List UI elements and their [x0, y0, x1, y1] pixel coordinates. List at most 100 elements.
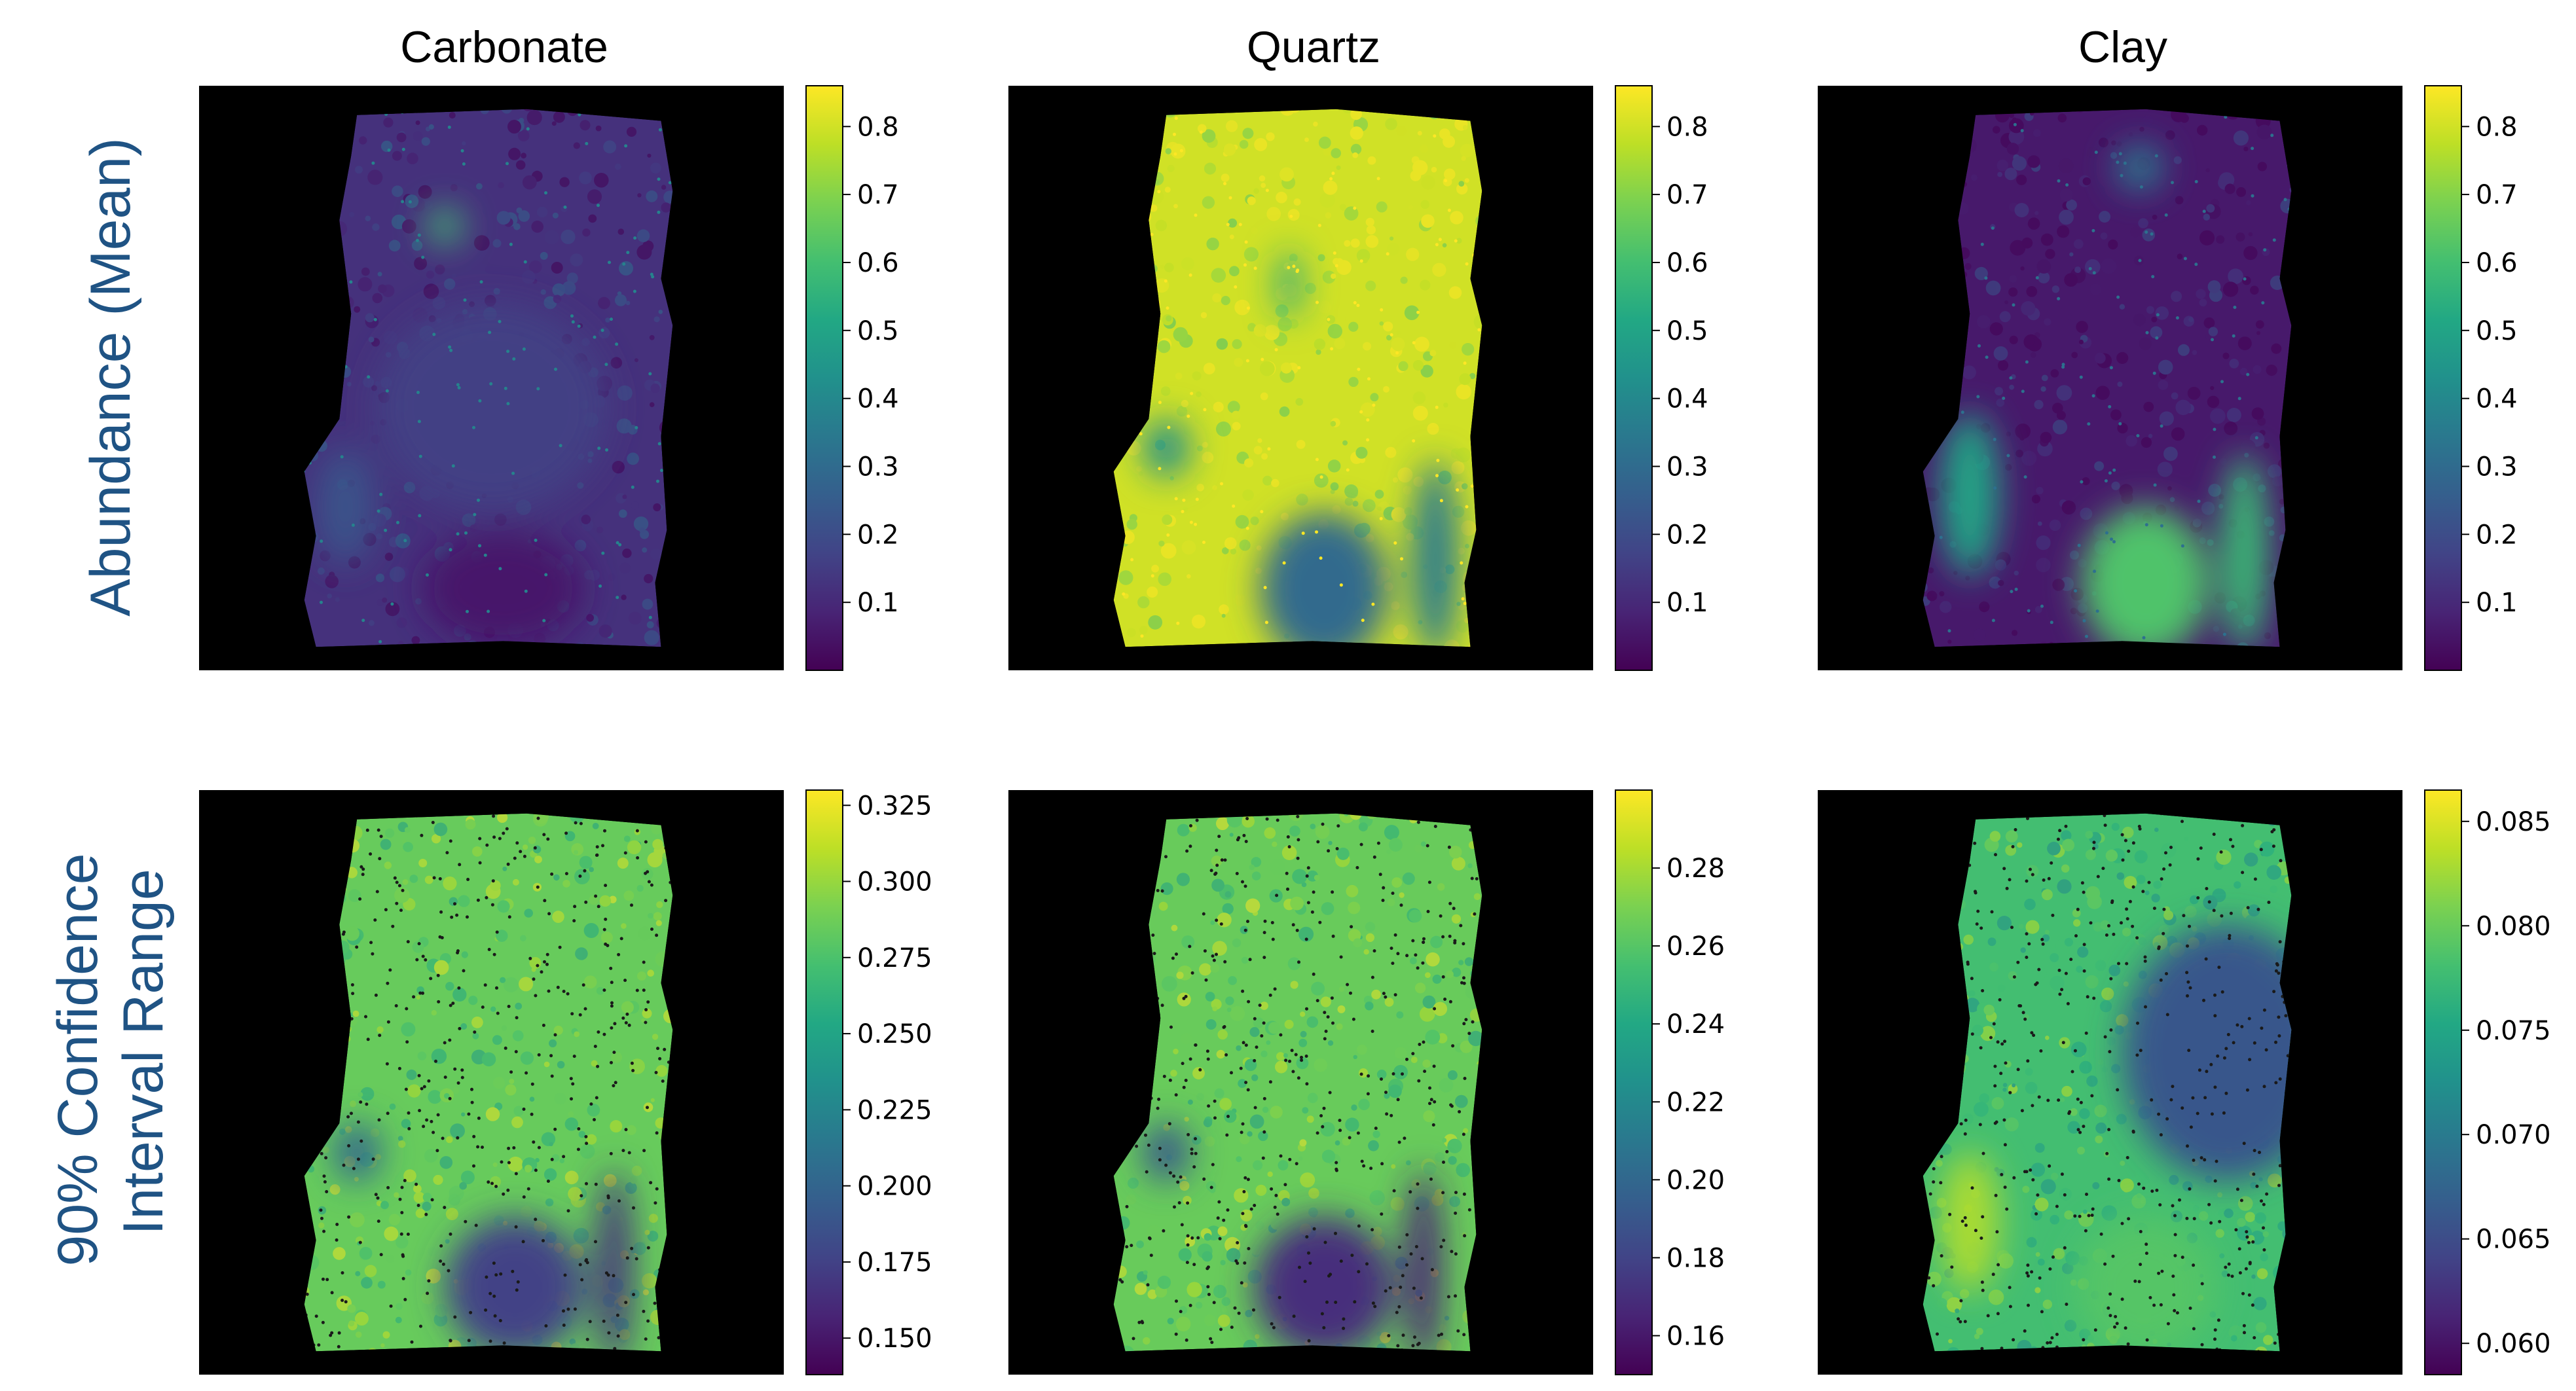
region-carbonate-ci-1	[597, 1170, 632, 1352]
colorbar-carbonate-mean: 0.1 0.2 0.3 0.4 0.5 0.6 0.7 0.8	[805, 85, 899, 671]
colorbar-gradient-carbonate-ci	[805, 789, 843, 1375]
colorbar-tick-label-clay-mean-7: 0.8	[2476, 112, 2518, 142]
colorbar-gradient-carbonate-mean	[805, 85, 843, 671]
region-carbonate-ci-0	[445, 1216, 585, 1352]
row-label-confidence-line2: Interval Range	[112, 869, 175, 1235]
heatmap-panels: 0.10.20.30.40.50.60.70.80.10.20.30.40.50…	[199, 85, 2551, 1375]
colorbar-tick-label-clay-ci-2: 0.070	[2476, 1120, 2551, 1150]
sample-map-quartz-ci	[1113, 813, 1482, 1352]
sample-map-carbonate-ci	[304, 813, 673, 1352]
noise-carbonate-ci	[304, 813, 673, 1350]
colorbar-tick-label-quartz-mean-6: 0.7	[1666, 180, 1708, 210]
colorbar-gradient-clay-mean	[2424, 85, 2462, 671]
panel-quartz-mean: 0.1 0.2 0.3 0.4 0.5 0.6 0.7 0.8	[1008, 85, 1708, 671]
colorbar-tick-label-quartz-ci-6: 0.28	[1666, 854, 1725, 884]
colorbar-tick-label-quartz-mean-2: 0.3	[1666, 452, 1708, 482]
colorbar-tick-label-carbonate-mean-2: 0.3	[857, 452, 899, 482]
colorbar-tick-label-carbonate-ci-7: 0.325	[857, 791, 932, 821]
colorbar-tick-label-clay-mean-3: 0.4	[2476, 384, 2518, 414]
region-quartz-ci-2	[1143, 1123, 1190, 1182]
colorbar-tick-label-quartz-ci-4: 0.24	[1666, 1009, 1725, 1039]
region-carbonate-ci-2	[333, 1123, 380, 1182]
colorbar-tick-label-carbonate-ci-2: 0.200	[857, 1172, 932, 1202]
noise-clay-mean	[1923, 115, 2292, 647]
colorbar-tick-label-clay-mean-2: 0.3	[2476, 452, 2518, 482]
colorbar-tick-label-carbonate-mean-6: 0.7	[857, 180, 899, 210]
column-title-clay: Clay	[2078, 22, 2167, 72]
region-clay-mean-1	[2221, 454, 2268, 647]
colorbar-tick-label-clay-ci-3: 0.075	[2476, 1016, 2551, 1046]
region-clay-mean-2	[1940, 413, 1999, 577]
colorbar-gradient-clay-ci	[2424, 789, 2462, 1375]
colorbar-gradient-quartz-ci	[1615, 789, 1653, 1375]
colorbar-tick-label-carbonate-ci-0: 0.150	[857, 1324, 932, 1354]
colorbar-tick-label-clay-mean-5: 0.6	[2476, 248, 2518, 278]
colorbar-tick-label-quartz-ci-3: 0.22	[1666, 1087, 1725, 1117]
colorbar-tick-label-quartz-mean-1: 0.2	[1666, 520, 1708, 550]
colorbar-tick-label-quartz-ci-0: 0.16	[1666, 1322, 1725, 1352]
colorbar-tick-label-clay-mean-0: 0.1	[2476, 588, 2518, 618]
panel-clay-ci: 0.060 0.065 0.070 0.075 0.080 0.085	[1818, 789, 2551, 1375]
region-clay-ci-1	[2074, 1216, 2216, 1352]
sample-map-quartz-mean	[1113, 109, 1482, 647]
region-clay-mean-3	[2116, 144, 2163, 191]
column-title-carbonate: Carbonate	[400, 22, 608, 72]
colorbar-tick-label-carbonate-mean-5: 0.6	[857, 248, 899, 278]
sample-map-clay-mean	[1923, 109, 2292, 647]
colorbar-tick-label-quartz-mean-4: 0.5	[1666, 316, 1708, 346]
colorbar-tick-label-clay-mean-1: 0.2	[2476, 520, 2518, 550]
region-clay-mean-0	[2080, 506, 2210, 647]
region-carbonate-mean-3	[316, 448, 375, 566]
colorbar-tick-label-quartz-ci-2: 0.20	[1666, 1165, 1725, 1195]
colorbar-tick-label-quartz-mean-5: 0.6	[1666, 248, 1708, 278]
colorbar-tick-label-carbonate-mean-4: 0.5	[857, 316, 899, 346]
row-label-confidence: 90% Confidence Interval Range	[46, 837, 175, 1266]
colorbar-tick-label-quartz-mean-0: 0.1	[1666, 588, 1708, 618]
sample-map-clay-ci	[1923, 813, 2292, 1352]
colorbar-tick-label-carbonate-mean-7: 0.8	[857, 112, 899, 142]
region-clay-ci-0	[2122, 924, 2292, 1182]
region-clay-ci-2	[1940, 1152, 1999, 1293]
colorbar-tick-label-quartz-ci-5: 0.26	[1666, 931, 1725, 962]
colorbar-gradient-quartz-mean	[1615, 85, 1653, 671]
region-carbonate-mean-0	[427, 208, 462, 244]
colorbar-tick-label-clay-ci-0: 0.060	[2476, 1329, 2551, 1359]
regions-carbonate-ci	[333, 1123, 632, 1352]
colorbar-tick-label-carbonate-mean-3: 0.4	[857, 384, 899, 414]
colorbar-tick-label-carbonate-mean-0: 0.1	[857, 588, 899, 618]
panel-quartz-ci: 0.16 0.18 0.20 0.22 0.24 0.26 0.28	[1008, 789, 1725, 1375]
region-carbonate-mean-1	[374, 302, 609, 513]
region-quartz-ci-1	[1406, 1170, 1441, 1352]
colorbar-tick-label-clay-mean-4: 0.5	[2476, 316, 2518, 346]
region-quartz-mean-0	[1260, 512, 1389, 647]
colorbar-tick-label-carbonate-ci-4: 0.250	[857, 1019, 932, 1049]
colorbar-tick-label-clay-ci-4: 0.080	[2476, 911, 2551, 941]
colorbar-tick-label-quartz-mean-7: 0.8	[1666, 112, 1708, 142]
colorbar-tick-label-clay-mean-6: 0.7	[2476, 180, 2518, 210]
colorbar-quartz-mean: 0.1 0.2 0.3 0.4 0.5 0.6 0.7 0.8	[1615, 85, 1708, 671]
colorbar-tick-label-carbonate-ci-3: 0.225	[857, 1095, 932, 1125]
colorbar-tick-label-carbonate-mean-1: 0.2	[857, 520, 899, 550]
regions-clay-mean	[1940, 144, 2268, 647]
colorbar-tick-label-quartz-ci-1: 0.18	[1666, 1243, 1725, 1273]
colorbar-clay-ci: 0.060 0.065 0.070 0.075 0.080 0.085	[2424, 789, 2551, 1375]
region-quartz-mean-2	[1143, 419, 1190, 478]
sample-map-carbonate-mean	[304, 109, 673, 647]
colorbar-carbonate-ci: 0.150 0.175 0.200 0.225 0.250 0.275 0.300 0.325	[805, 789, 932, 1375]
regions-clay-ci	[1940, 924, 2292, 1352]
panel-carbonate-ci: 0.150 0.175 0.200 0.225 0.250 0.275 0.300 0.325	[199, 789, 932, 1375]
region-carbonate-mean-2	[421, 530, 585, 647]
colorbar-clay-mean: 0.1 0.2 0.3 0.4 0.5 0.6 0.7 0.8	[2424, 85, 2518, 671]
colorbar-quartz-ci: 0.16 0.18 0.20 0.22 0.24 0.26 0.28	[1615, 789, 1725, 1375]
region-quartz-mean-1	[1412, 460, 1459, 647]
panel-carbonate-mean: 0.1 0.2 0.3 0.4 0.5 0.6 0.7 0.8	[199, 85, 899, 671]
colorbar-tick-label-carbonate-ci-1: 0.175	[857, 1248, 932, 1278]
column-title-quartz: Quartz	[1247, 22, 1380, 72]
regions-carbonate-mean	[316, 208, 609, 647]
colorbar-tick-label-carbonate-ci-6: 0.300	[857, 867, 932, 897]
colorbar-tick-label-quartz-mean-3: 0.4	[1666, 384, 1708, 414]
panel-clay-mean: 0.1 0.2 0.3 0.4 0.5 0.6 0.7 0.8	[1818, 85, 2518, 671]
regions-quartz-mean	[1143, 249, 1459, 647]
colorbar-tick-label-clay-ci-5: 0.085	[2476, 807, 2551, 837]
